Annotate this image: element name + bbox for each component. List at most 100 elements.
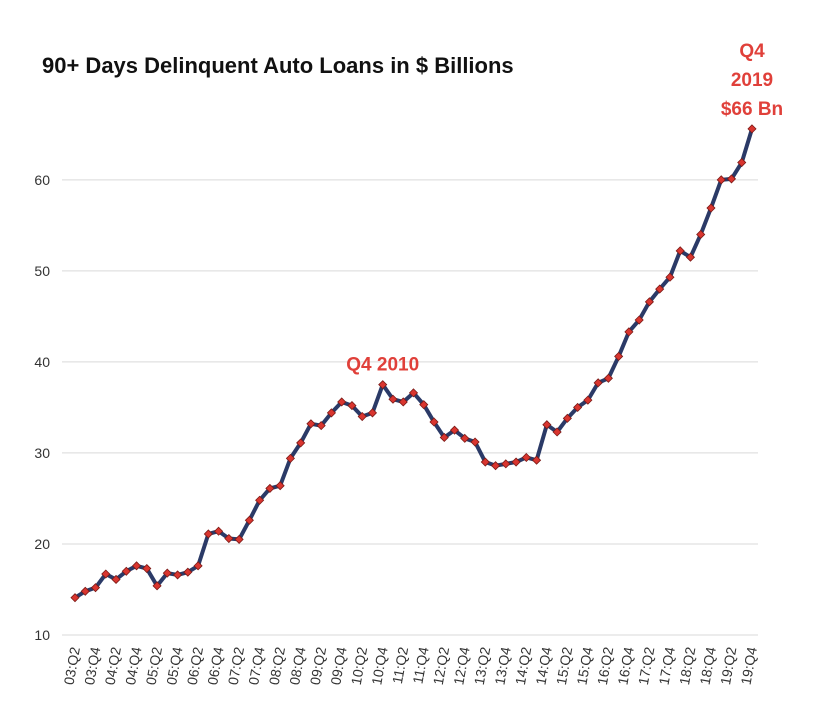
data-point [532, 455, 542, 465]
x-tick-label: 07:Q4 [245, 646, 267, 687]
data-point [665, 272, 675, 282]
data-point [183, 567, 193, 577]
data-point [480, 457, 490, 467]
data-point [121, 566, 131, 576]
data-point [142, 563, 152, 574]
x-tick-label: 08:Q4 [286, 646, 308, 687]
data-point [696, 229, 706, 240]
data-point [521, 452, 531, 463]
x-tick-label: 12:Q4 [450, 646, 472, 687]
x-tick-label: 11:Q4 [410, 646, 432, 686]
data-point [470, 437, 480, 447]
data-point [378, 380, 388, 390]
x-tick-label: 03:Q2 [61, 646, 83, 687]
data-point [234, 534, 244, 544]
data-point [337, 397, 347, 407]
x-tick-label: 10:Q2 [348, 646, 370, 687]
x-tick-label: 19:Q4 [738, 646, 760, 687]
data-point [501, 459, 511, 469]
data-point [449, 425, 460, 435]
data-point [193, 561, 203, 571]
y-tick-label: 20 [34, 536, 50, 552]
data-point [490, 461, 501, 471]
x-tick-label: 15:Q4 [573, 646, 595, 687]
data-point [101, 569, 111, 579]
x-tick-label: 06:Q2 [184, 646, 206, 687]
annotation: Q4 [739, 41, 765, 62]
data-point [296, 438, 306, 448]
data-point [326, 408, 337, 418]
data-point [460, 433, 470, 443]
x-tick-label: 15:Q2 [553, 646, 575, 687]
data-point [655, 284, 665, 294]
data-point [511, 457, 521, 467]
x-tick-label: 06:Q4 [204, 646, 226, 687]
chart-title: 90+ Days Delinquent Auto Loans in $ Bill… [42, 53, 514, 78]
data-point [603, 373, 613, 383]
data-point [573, 402, 583, 412]
y-tick-label: 40 [34, 354, 50, 370]
x-tick-label: 16:Q2 [594, 646, 616, 687]
x-tick-label: 18:Q4 [697, 646, 719, 687]
y-tick-label: 50 [34, 263, 50, 279]
data-point [562, 413, 572, 423]
data-point [357, 411, 367, 422]
data-point [173, 570, 183, 580]
data-point [593, 378, 603, 388]
x-tick-label: 19:Q2 [717, 646, 739, 687]
x-tick-label: 09:Q4 [327, 646, 349, 687]
y-tick-label: 30 [34, 445, 50, 461]
data-point [706, 203, 716, 213]
x-tick-label: 17:Q2 [635, 646, 657, 687]
x-tick-label: 03:Q4 [81, 646, 103, 687]
data-point [265, 483, 275, 494]
data-point [685, 252, 696, 262]
data-point [737, 157, 747, 168]
y-tick-label: 10 [34, 627, 50, 643]
data-point [367, 408, 378, 418]
data-point [429, 417, 439, 427]
data-point [542, 420, 552, 430]
data-point [419, 400, 429, 410]
x-tick-label: 07:Q2 [225, 646, 247, 687]
data-point [614, 351, 624, 362]
annotation: 2019 [731, 70, 773, 91]
x-tick-label: 13:Q4 [491, 646, 513, 687]
data-point [306, 419, 316, 429]
x-tick-label: 12:Q2 [430, 646, 452, 687]
data-point [634, 315, 644, 325]
data-point [408, 388, 419, 398]
data-point [203, 529, 213, 539]
x-tick-label: 05:Q4 [163, 646, 185, 687]
data-point [398, 397, 408, 407]
data-point [716, 175, 726, 185]
data-point [747, 124, 757, 134]
data-point [316, 421, 326, 431]
data-point [152, 581, 162, 591]
data-point [275, 481, 285, 491]
data-point [224, 533, 234, 544]
data-point [624, 327, 634, 337]
data-point [90, 583, 101, 593]
x-tick-label: 05:Q2 [143, 646, 165, 687]
data-point [70, 593, 80, 603]
data-point [583, 395, 593, 405]
x-tick-label: 17:Q4 [656, 646, 678, 687]
x-tick-label: 14:Q4 [532, 646, 554, 687]
data-point [162, 568, 172, 578]
x-tick-label: 18:Q2 [676, 646, 698, 687]
data-point [726, 174, 737, 184]
x-tick-label: 16:Q4 [614, 646, 636, 687]
x-tick-label: 14:Q2 [512, 646, 534, 687]
data-point [80, 586, 90, 596]
x-tick-label: 09:Q2 [307, 646, 329, 687]
data-point [214, 526, 224, 536]
y-tick-label: 60 [34, 172, 50, 188]
x-tick-label: 08:Q2 [266, 646, 288, 687]
annotation: $66 Bn [721, 99, 783, 120]
data-point [439, 432, 449, 443]
data-point [285, 453, 295, 463]
data-point [675, 246, 685, 256]
data-point [347, 401, 357, 411]
